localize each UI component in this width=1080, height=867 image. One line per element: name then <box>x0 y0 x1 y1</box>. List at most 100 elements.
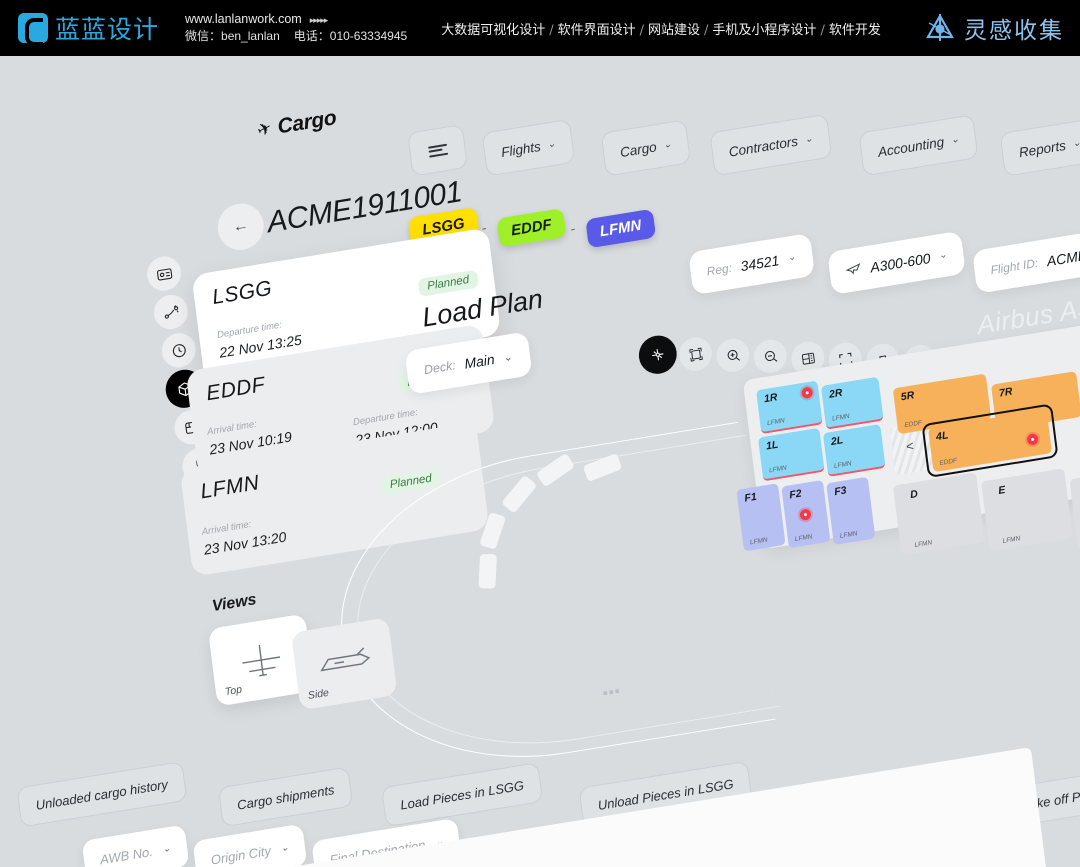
app-logo: ✈ Cargo <box>254 106 338 143</box>
service-item: 网站建设 <box>648 22 701 38</box>
chevron-down-icon: ⌄ <box>1071 136 1080 150</box>
load-cell-id: F1 <box>743 490 758 505</box>
load-cell-dest: LFMN <box>839 530 858 540</box>
star-burst-icon <box>925 13 955 43</box>
move-icon-button[interactable] <box>636 332 679 377</box>
clock-icon-button[interactable] <box>159 330 198 370</box>
website-line: www.lanlanwork.com ▸▸▸▸▸ <box>185 10 407 28</box>
load-cell[interactable]: 2R LFMN <box>820 376 884 430</box>
aircraft-type-field[interactable]: A300-600 ⌄ <box>827 230 966 295</box>
zoom-out-icon-button[interactable] <box>751 337 789 376</box>
services-list: 大数据可视化设计 / 软件界面设计 / 网站建设 / 手机及小程序设计 / 软件开发 <box>441 19 881 38</box>
bottom-tab-unloaded-history[interactable]: Unloaded cargo history <box>16 761 188 828</box>
plane-icon <box>844 259 862 280</box>
flight-id-value: ACME1911001 <box>1045 237 1080 269</box>
app-logo-text: Cargo <box>276 106 338 139</box>
wechat-label: 微信： <box>185 29 222 44</box>
chevron-down-icon: ⌄ <box>938 249 949 262</box>
nose-segment <box>478 553 497 589</box>
service-separator: / <box>704 22 709 38</box>
nav-cargo[interactable]: Cargo ⌄ <box>600 119 692 177</box>
view-side-label: Side <box>307 686 330 702</box>
service-separator: / <box>549 22 554 38</box>
wechat-phone-line: 微信：ben_lanlan 电话：010-63334945 <box>185 28 407 45</box>
load-cell[interactable]: F2 LFMN <box>781 479 831 549</box>
bottom-tab-label: Unloaded cargo history <box>34 776 169 813</box>
deck-value: Main <box>463 350 496 372</box>
contact-block: www.lanlanwork.com ▸▸▸▸▸ 微信：ben_lanlan 电话：… <box>185 10 407 46</box>
view-top-label: Top <box>224 683 243 699</box>
lanlan-logo: 蓝蓝设计 <box>18 10 159 46</box>
load-cell[interactable]: 2L LFMN <box>822 424 886 478</box>
flight-id-label: Flight ID: <box>989 255 1039 277</box>
bottom-tab-label: Cargo shipments <box>236 781 336 813</box>
select-area-icon-button[interactable] <box>826 340 864 379</box>
views-title: Views <box>211 591 258 616</box>
menu-button[interactable] <box>407 123 468 177</box>
registration-field[interactable]: Reg: 34521 ⌄ <box>688 232 815 296</box>
view-side-button[interactable]: Side <box>291 617 398 711</box>
load-cell-id: 1L <box>765 438 779 453</box>
service-item: 大数据可视化设计 <box>441 22 546 38</box>
bottom-tab-cargo-shipments[interactable]: Cargo shipments <box>217 766 354 828</box>
website-url: www.lanlanwork.com <box>185 12 302 27</box>
chevron-down-icon: ⌄ <box>161 842 172 855</box>
load-cell-id: 4L <box>935 429 950 444</box>
bottom-tab-load-pieces[interactable]: Load Pieces in LSGG <box>381 762 544 828</box>
nav-accounting[interactable]: Accounting ⌄ <box>858 114 979 177</box>
back-button[interactable]: ← <box>215 200 267 254</box>
arrows-icon: ▸▸▸▸▸ <box>309 15 329 26</box>
nav-cargo-label: Cargo <box>619 138 658 160</box>
load-cell-dest: LFMN <box>749 536 768 547</box>
phone-label: 电话： <box>293 29 330 44</box>
filter-label: AWB No. <box>99 843 154 867</box>
layout-icon-button[interactable] <box>789 339 827 378</box>
bottom-tab-label: Load Pieces in LSGG <box>399 777 525 813</box>
filter-origin-city[interactable]: Origin City ⌄ <box>192 823 308 867</box>
id-card-icon-button[interactable] <box>145 254 183 294</box>
load-cell-id: E <box>997 483 1007 497</box>
chevron-down-icon: ⌄ <box>502 350 514 364</box>
chevron-down-icon: ⌄ <box>662 138 673 151</box>
load-cell-id: D <box>909 487 919 502</box>
load-cell-id: 5R <box>900 389 915 404</box>
load-cell-id: 7R <box>998 385 1014 400</box>
route-chip-destination[interactable]: LFMN <box>585 208 656 249</box>
chevron-down-icon: ⌄ <box>787 251 797 264</box>
nav-reports-label: Reports <box>1018 137 1067 160</box>
load-cell[interactable]: D LFMN <box>892 472 985 556</box>
route-dash-2: - <box>569 220 577 238</box>
zoom-in-icon-button[interactable] <box>714 336 752 375</box>
load-cell-id: 2R <box>828 386 844 401</box>
flight-id-field[interactable]: Flight ID: ACME1911001 <box>972 221 1080 294</box>
nav-flights-label: Flights <box>500 138 542 160</box>
resize-grabber[interactable]: ▪▪▪ <box>601 682 622 701</box>
load-cell-dest: LFMN <box>794 533 813 544</box>
filter-label: Origin City <box>209 842 272 867</box>
view-top-button[interactable]: Top <box>207 613 315 707</box>
lanlan-logo-icon <box>18 13 48 46</box>
load-cell[interactable]: F1 LFMN <box>736 483 786 552</box>
route-icon-button[interactable] <box>151 292 190 332</box>
route-chip-via[interactable]: EDDF <box>496 208 567 248</box>
service-item: 手机及小程序设计 <box>712 22 817 38</box>
nav-reports[interactable]: Reports ⌄ <box>999 117 1080 177</box>
load-cell[interactable]: E LFMN <box>981 468 1073 552</box>
fit-icon-button[interactable] <box>677 335 714 374</box>
service-separator: / <box>639 22 645 38</box>
load-cell-dest: LFMN <box>1002 535 1021 545</box>
load-cell-id: 1R <box>763 391 779 406</box>
nav-contractors[interactable]: Contractors ⌄ <box>709 113 833 177</box>
load-cell-dest: LFMN <box>831 412 851 423</box>
load-cell-id: F2 <box>788 487 803 502</box>
load-cell[interactable]: F3 LFMN <box>826 476 876 545</box>
nav-contractors-label: Contractors <box>727 133 799 160</box>
nav-flights[interactable]: Flights ⌄ <box>481 118 576 177</box>
chevron-down-icon: ⌄ <box>950 133 960 146</box>
filter-awb-no[interactable]: AWB No. ⌄ <box>81 824 190 867</box>
chevron-down-icon: ⌄ <box>279 841 290 854</box>
load-cell-dest: EDDF <box>904 419 923 430</box>
deck-label: Deck: <box>423 358 457 378</box>
